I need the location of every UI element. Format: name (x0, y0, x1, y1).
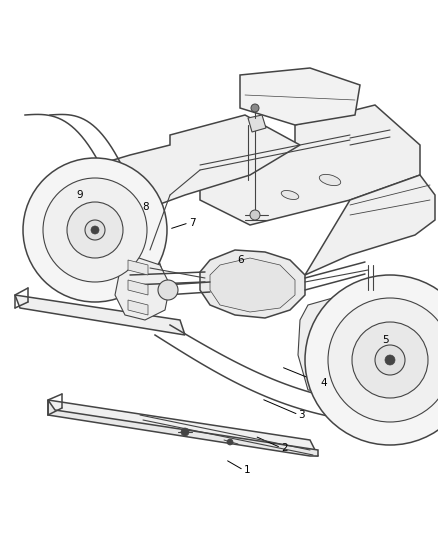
Text: 3: 3 (298, 410, 304, 419)
Text: 6: 6 (237, 255, 243, 265)
Circle shape (91, 226, 99, 234)
Circle shape (249, 210, 259, 220)
Polygon shape (200, 105, 419, 225)
Text: 9: 9 (77, 190, 83, 200)
Polygon shape (115, 255, 170, 320)
Circle shape (351, 322, 427, 398)
Text: 2: 2 (280, 443, 287, 453)
Circle shape (67, 202, 123, 258)
Polygon shape (128, 300, 148, 315)
Polygon shape (80, 115, 299, 215)
Polygon shape (15, 295, 184, 335)
Polygon shape (48, 400, 317, 456)
Circle shape (327, 298, 438, 422)
Circle shape (85, 220, 105, 240)
Text: 7: 7 (188, 218, 195, 228)
Polygon shape (128, 260, 148, 275)
Polygon shape (297, 288, 384, 395)
Circle shape (304, 275, 438, 445)
Polygon shape (128, 280, 148, 295)
Ellipse shape (318, 174, 340, 185)
Polygon shape (48, 400, 317, 456)
Circle shape (384, 355, 394, 365)
Text: 5: 5 (381, 335, 388, 345)
Circle shape (23, 158, 166, 302)
Polygon shape (209, 258, 294, 312)
Text: 8: 8 (142, 202, 149, 212)
Circle shape (158, 280, 177, 300)
Ellipse shape (281, 190, 298, 199)
Polygon shape (304, 175, 434, 275)
Circle shape (374, 345, 404, 375)
Circle shape (251, 104, 258, 112)
Polygon shape (247, 115, 265, 132)
Circle shape (43, 178, 147, 282)
Polygon shape (240, 68, 359, 125)
Text: 4: 4 (320, 378, 326, 387)
Polygon shape (200, 250, 304, 318)
Circle shape (226, 439, 233, 445)
Text: 1: 1 (243, 465, 250, 475)
Circle shape (180, 428, 189, 436)
